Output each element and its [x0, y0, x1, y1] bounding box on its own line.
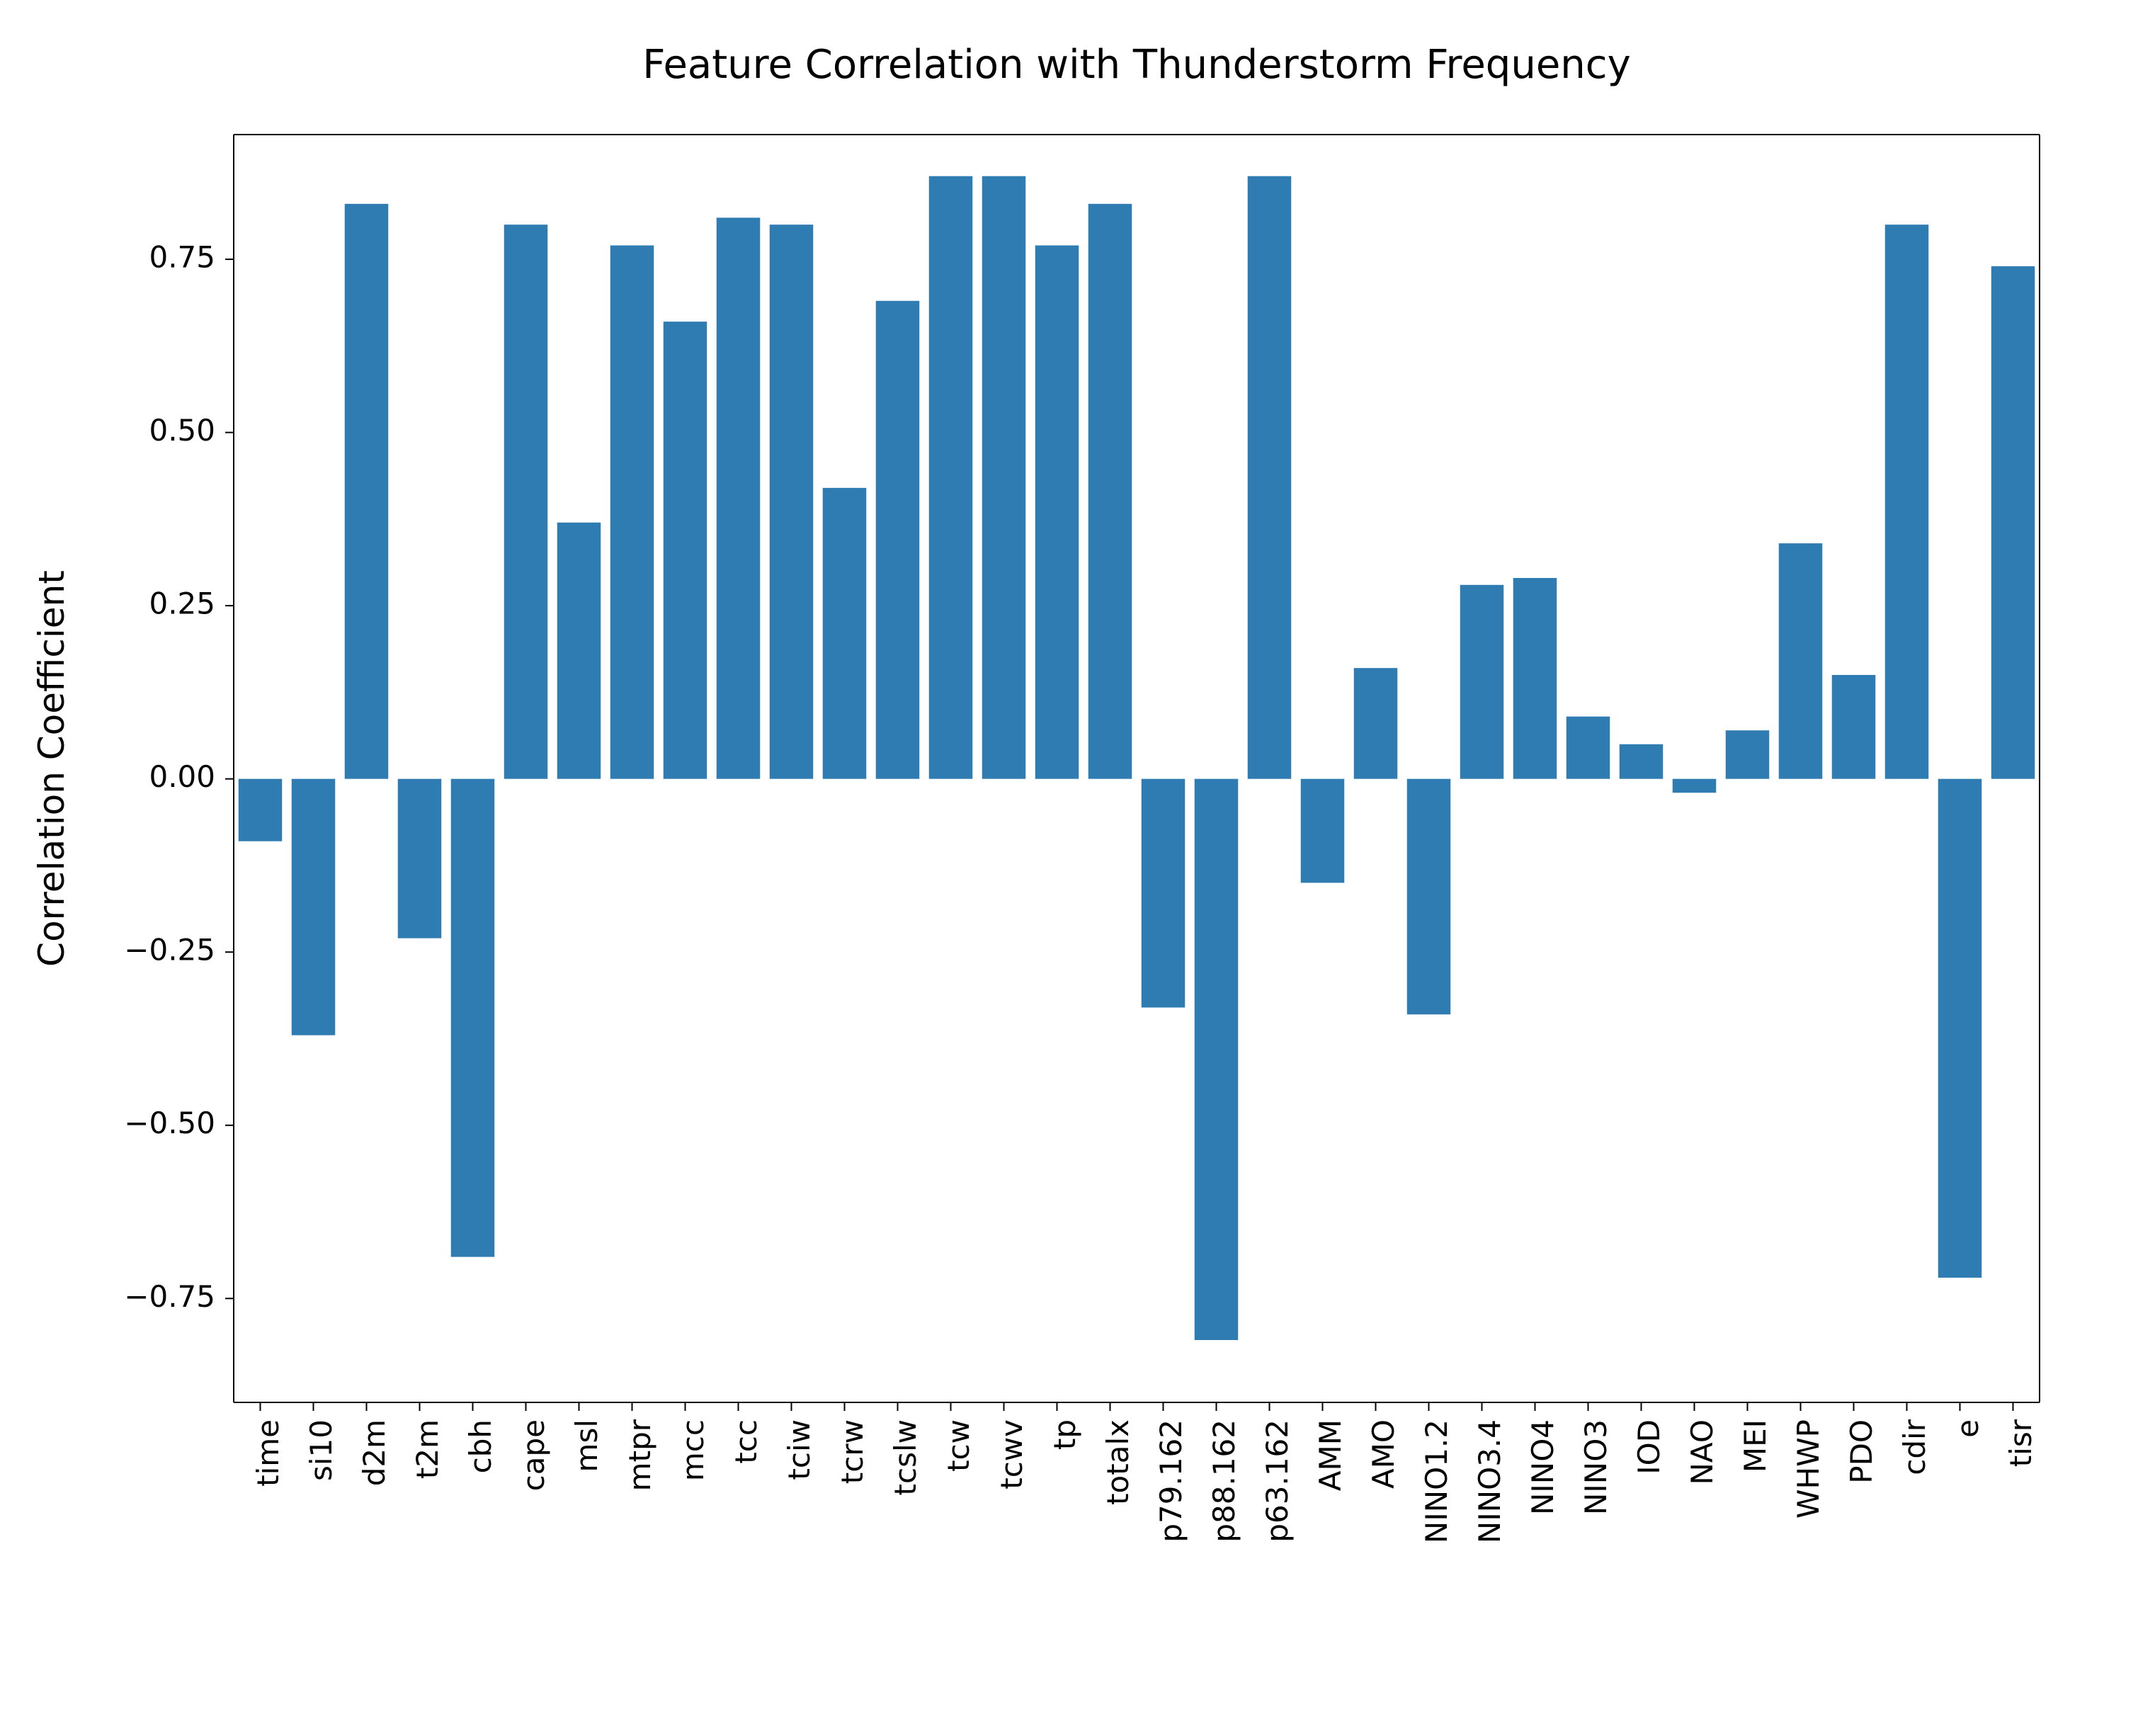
x-tick-label: tcrw [835, 1419, 870, 1484]
x-tick-label: NINO3 [1579, 1419, 1613, 1515]
bar [1142, 779, 1185, 1008]
x-tick-label: tisr [2003, 1419, 2038, 1467]
x-tick-label: tcc [729, 1419, 763, 1464]
y-tick-label: −0.50 [124, 1106, 215, 1140]
y-tick-label: 0.25 [149, 586, 215, 621]
bar [398, 779, 442, 938]
bar [239, 779, 283, 841]
y-tick-label: −0.25 [124, 933, 215, 968]
x-tick-label: e [1950, 1419, 1985, 1438]
bar [770, 225, 814, 779]
bar [1513, 578, 1557, 779]
bar [1938, 779, 1982, 1278]
bar [451, 779, 495, 1257]
bar [1088, 204, 1132, 779]
bar [610, 246, 654, 779]
x-tick-label: NINO1.2 [1419, 1419, 1454, 1543]
x-tick-label: PDO [1844, 1419, 1879, 1484]
bar [929, 176, 973, 779]
x-tick-label: AMO [1366, 1419, 1401, 1489]
x-tick-label: tcw [941, 1419, 976, 1472]
bar [1407, 779, 1451, 1015]
bar [717, 217, 761, 778]
x-tick-label: NINO3.4 [1472, 1419, 1507, 1543]
bar [664, 322, 707, 779]
bar [982, 176, 1026, 779]
x-tick-label: d2m [357, 1419, 392, 1486]
y-tick-label: −0.75 [124, 1279, 215, 1314]
bar [1354, 668, 1398, 779]
x-tick-label: MEI [1738, 1419, 1773, 1473]
x-tick-label: IOD [1632, 1419, 1666, 1475]
bar [1035, 246, 1079, 779]
x-tick-label: time [251, 1419, 285, 1487]
x-tick-label: si10 [304, 1419, 339, 1481]
bar [345, 204, 389, 779]
x-tick-label: NAO [1685, 1419, 1719, 1485]
chart-svg: Feature Correlation with Thunderstorm Fr… [0, 0, 2138, 1736]
y-axis-label: Correlation Coefficient [31, 570, 72, 967]
x-tick-label: msl [569, 1419, 604, 1472]
bar [1566, 717, 1610, 779]
y-tick-label: 0.75 [149, 240, 215, 275]
x-tick-label: AMM [1313, 1419, 1348, 1491]
x-tick-label: totalx [1101, 1419, 1135, 1505]
bar [1779, 543, 1823, 779]
x-tick-label: mtpr [622, 1419, 657, 1491]
x-tick-label: tp [1047, 1419, 1082, 1450]
x-tick-label: t2m [410, 1419, 445, 1479]
bar [823, 488, 867, 779]
bar [292, 779, 336, 1036]
x-tick-label: tcslw [888, 1419, 923, 1495]
bar [1673, 779, 1717, 793]
bar [557, 523, 601, 779]
y-tick-label: 0.00 [149, 759, 215, 794]
bar [1248, 176, 1292, 779]
bar [504, 225, 548, 779]
chart-title: Feature Correlation with Thunderstorm Fr… [642, 42, 1630, 88]
bar [1460, 585, 1504, 779]
bar [1301, 779, 1345, 883]
x-tick-label: tcwv [994, 1419, 1029, 1490]
x-tick-label: cape [516, 1419, 551, 1491]
bar [1832, 675, 1876, 779]
y-tick-label: 0.50 [149, 413, 215, 448]
x-tick-label: mcc [676, 1419, 710, 1481]
x-tick-label: NINO4 [1525, 1419, 1560, 1515]
x-tick-label: p79.162 [1154, 1419, 1188, 1543]
x-tick-label: cdir [1897, 1419, 1932, 1475]
x-tick-label: p63.162 [1260, 1419, 1295, 1543]
correlation-bar-chart: Feature Correlation with Thunderstorm Fr… [0, 0, 2138, 1736]
x-tick-label: p88.162 [1207, 1419, 1241, 1543]
x-tick-label: tciw [782, 1419, 817, 1480]
bar [1726, 730, 1770, 778]
bar [1620, 744, 1664, 779]
x-tick-label: WHWP [1791, 1419, 1826, 1519]
x-tick-label: cbh [463, 1419, 498, 1473]
bar [876, 301, 920, 779]
bar [1991, 266, 2035, 779]
bar [1195, 779, 1239, 1340]
bar [1885, 225, 1929, 779]
